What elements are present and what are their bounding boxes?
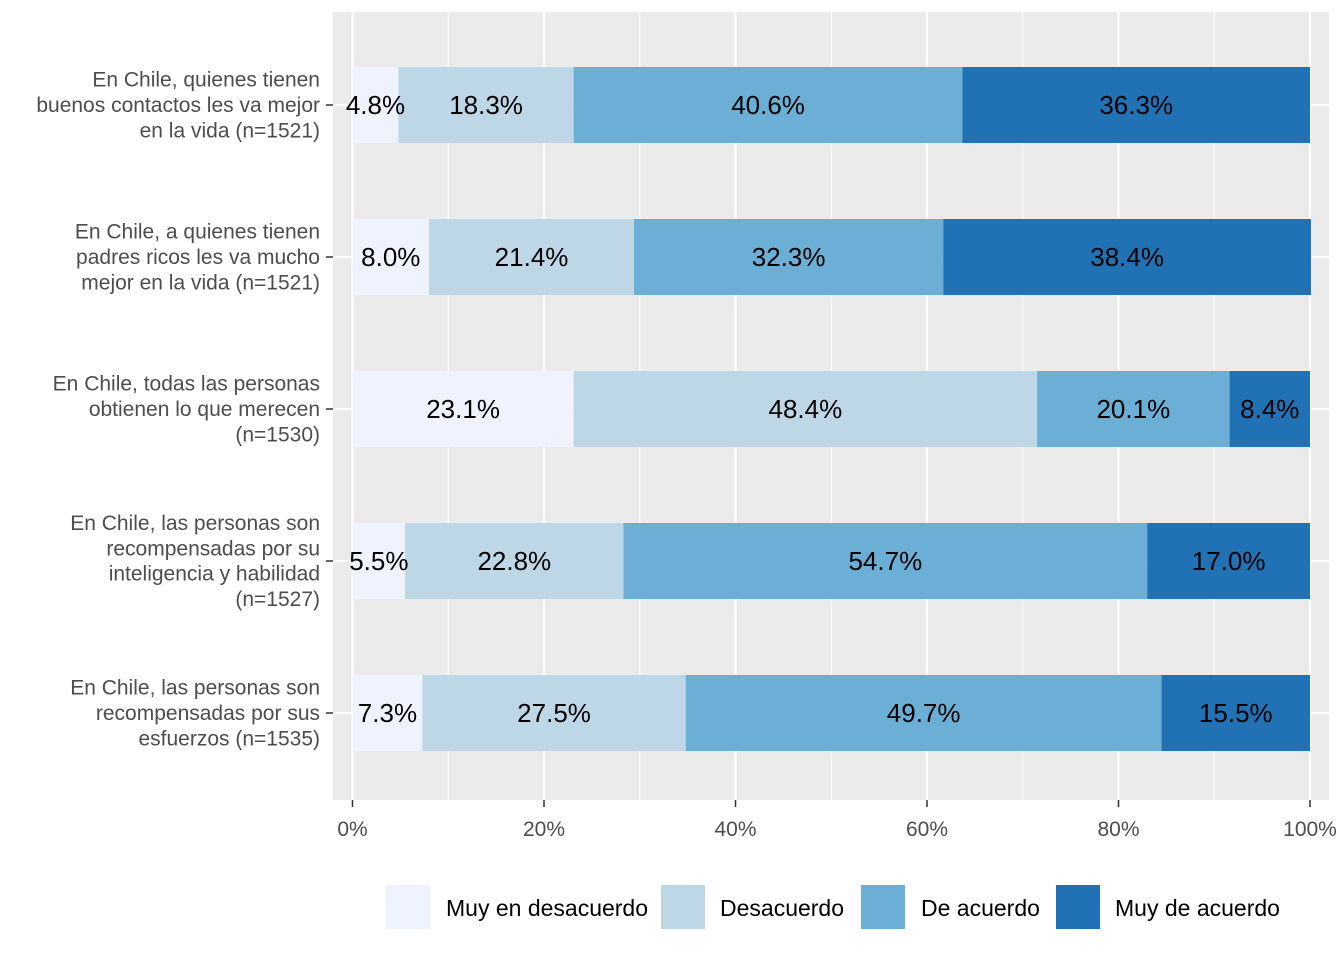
- data-label: 15.5%: [1199, 698, 1273, 728]
- data-label: 36.3%: [1099, 90, 1173, 120]
- category-label: padres ricos les va mucho: [76, 246, 320, 269]
- bar-segment: [1161, 675, 1310, 751]
- bar-segment: [634, 219, 944, 295]
- data-label: 8.4%: [1240, 394, 1299, 424]
- bar-segment: [398, 67, 574, 143]
- x-axis: 0% 20% 40% 60% 80% 100%: [337, 800, 1337, 841]
- bar-segment: [352, 675, 423, 751]
- category-label: en la vida (n=1521): [140, 119, 320, 142]
- legend-key: [661, 885, 705, 929]
- bar-segment: [352, 219, 430, 295]
- data-label: 32.3%: [752, 242, 826, 272]
- category-label: recompensadas por su: [106, 537, 320, 560]
- data-label: 20.1%: [1096, 394, 1170, 424]
- data-label: 54.7%: [848, 546, 922, 576]
- legend-label: Muy en desacuerdo: [446, 895, 648, 921]
- data-label: 22.8%: [477, 546, 551, 576]
- bar-segment: [422, 675, 686, 751]
- data-label: 4.8%: [346, 90, 405, 120]
- bar-segment: [1147, 523, 1310, 599]
- bar-segment: [352, 67, 399, 143]
- category-label: recompensadas por sus: [96, 702, 320, 725]
- bar-segment: [352, 523, 406, 599]
- legend-label: Desacuerdo: [720, 895, 844, 921]
- data-label: 21.4%: [495, 242, 569, 272]
- x-tick-label: 0%: [337, 818, 367, 841]
- bar-segment: [573, 371, 1038, 447]
- category-label: En Chile, todas las personas: [53, 373, 320, 396]
- bars: [352, 67, 1311, 751]
- category-label: mejor en la vida (n=1521): [81, 271, 320, 294]
- bar-segment: [352, 371, 574, 447]
- data-label: 5.5%: [349, 546, 408, 576]
- data-label: 40.6%: [731, 90, 805, 120]
- category-label: obtienen lo que merecen: [89, 398, 320, 421]
- category-label: buenos contactos les va mejor: [36, 94, 320, 117]
- data-label: 7.3%: [358, 698, 417, 728]
- bar-segment: [1229, 371, 1310, 447]
- data-label: 38.4%: [1090, 242, 1164, 272]
- x-tick-label: 80%: [1097, 818, 1139, 841]
- category-label: esfuerzos (n=1535): [138, 727, 320, 750]
- legend-key: [861, 885, 905, 929]
- data-label: 49.7%: [887, 698, 961, 728]
- bar-segment: [1037, 371, 1230, 447]
- x-tick-label: 20%: [523, 818, 565, 841]
- bar-segment: [962, 67, 1310, 143]
- data-label: 8.0%: [361, 242, 420, 272]
- bar-segment: [405, 523, 624, 599]
- category-label: En Chile, a quienes tienen: [75, 221, 320, 244]
- data-label: 23.1%: [426, 394, 500, 424]
- legend-label: Muy de acuerdo: [1115, 895, 1280, 921]
- bar-segment: [623, 523, 1148, 599]
- legend-label: De acuerdo: [921, 895, 1040, 921]
- legend-key: [386, 885, 430, 929]
- data-label: 17.0%: [1192, 546, 1266, 576]
- x-tick-label: 40%: [714, 818, 756, 841]
- category-label: (n=1530): [235, 423, 320, 446]
- bar-segment: [429, 219, 635, 295]
- category-label: En Chile, las personas son: [70, 512, 320, 535]
- category-label: En Chile, las personas son: [70, 677, 320, 700]
- x-tick-label: 100%: [1283, 818, 1337, 841]
- legend-key: [1056, 885, 1100, 929]
- bar-segment: [943, 219, 1311, 295]
- bar-segment: [573, 67, 963, 143]
- bar-segment: [685, 675, 1162, 751]
- category-label: (n=1527): [235, 588, 320, 611]
- category-label: En Chile, quienes tienen: [92, 69, 320, 92]
- legend: Muy en desacuerdo Desacuerdo De acuerdo Muy…: [386, 885, 1280, 929]
- data-label: 18.3%: [449, 90, 523, 120]
- value-labels: 4.8% 18.3% 40.6% 36.3% 8.0% 21.4% 32.3% 38.4% 23…: [346, 90, 1300, 728]
- x-tick-label: 60%: [906, 818, 948, 841]
- category-label: inteligencia y habilidad: [109, 563, 320, 586]
- data-label: 27.5%: [517, 698, 591, 728]
- data-label: 48.4%: [769, 394, 843, 424]
